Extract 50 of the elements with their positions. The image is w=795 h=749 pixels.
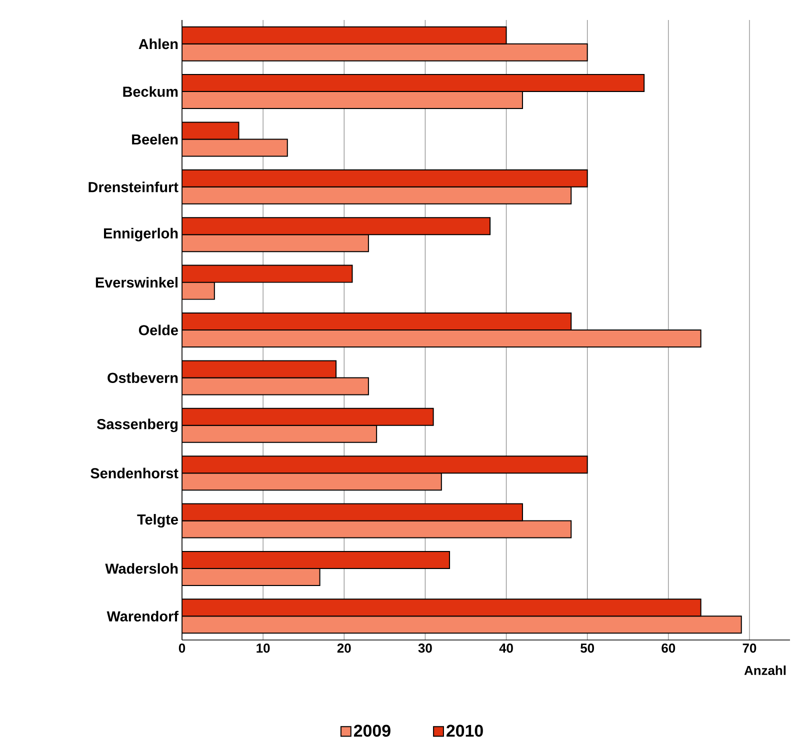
y-tick-label: Ahlen	[138, 38, 178, 50]
y-tick-label: Wadersloh	[105, 563, 178, 574]
bar	[182, 598, 702, 617]
x-axis-title: Anzahl	[744, 666, 786, 676]
x-tick-label: 70	[742, 644, 756, 653]
bar	[182, 472, 442, 491]
x-tick-label: 50	[580, 644, 594, 653]
bar	[182, 122, 240, 140]
bar	[182, 74, 645, 92]
bar	[182, 234, 369, 252]
y-tick-label: Sendenhorst	[90, 468, 178, 478]
bar	[182, 424, 378, 443]
bar	[182, 408, 434, 426]
x-tick-label: 40	[499, 644, 513, 653]
bar	[182, 217, 491, 236]
y-tick-label: Warendorf	[106, 610, 179, 622]
bar	[182, 568, 320, 586]
y-tick-label: Ostbevern	[108, 372, 178, 383]
bar	[182, 550, 450, 569]
legend-label: 2009	[354, 724, 390, 737]
y-tick-label: Sassenberg	[97, 418, 178, 432]
y-tick-label: Everswinkel	[96, 277, 178, 288]
legend-label: 2010	[446, 724, 483, 737]
bar	[182, 312, 572, 331]
x-tick-label: 30	[418, 644, 432, 653]
y-tick-label: Telgte	[137, 514, 178, 528]
bar	[182, 330, 702, 348]
bar	[182, 264, 353, 283]
y-tick-label: Oelde	[138, 324, 178, 336]
bar	[182, 503, 523, 522]
y-tick-label: Drensteinfurt	[88, 182, 178, 192]
bar	[182, 377, 369, 396]
x-tick-label: 20	[337, 644, 351, 653]
bar	[182, 360, 337, 378]
bar	[182, 43, 588, 62]
x-tick-label: 0	[178, 644, 186, 653]
bar	[182, 282, 215, 300]
bar	[182, 616, 742, 634]
x-tick-label: 10	[256, 644, 270, 653]
bar	[182, 186, 572, 204]
y-tick-label: Ennigerloh	[104, 228, 178, 242]
y-tick-label: Beckum	[123, 86, 178, 97]
y-tick-label: Beelen	[132, 134, 178, 145]
bar	[182, 138, 288, 157]
bar	[182, 91, 523, 110]
x-tick-label: 60	[662, 644, 676, 653]
bar	[182, 456, 588, 474]
bar	[182, 26, 507, 44]
bar	[182, 169, 588, 188]
bar	[182, 520, 572, 538]
